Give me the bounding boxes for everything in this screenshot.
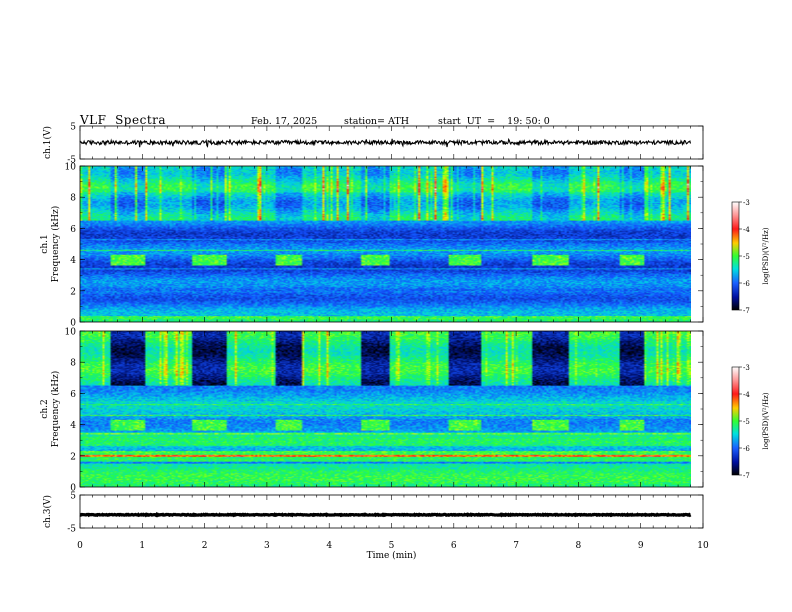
ytick-label: 8	[70, 194, 76, 204]
ytick-label: 6	[70, 390, 76, 400]
colorbar-tick-label: -4	[743, 391, 750, 399]
colorbar-tick-label: -4	[743, 226, 750, 234]
ytick-label: 5	[70, 123, 76, 133]
y-axis-label-channel: ch.2	[40, 399, 50, 418]
xtick-label: 5	[389, 541, 395, 551]
xtick-label: 7	[513, 541, 519, 551]
ytick-label: 8	[70, 359, 76, 369]
xtick-label: 2	[202, 541, 208, 551]
ytick-label: 5	[70, 492, 76, 502]
ytick-label: 6	[70, 225, 76, 235]
y-axis-label: ch.3(V)	[42, 495, 53, 528]
ch3-waveform-trace	[79, 511, 692, 518]
plot-panels	[79, 125, 742, 529]
ytick-label: 0	[70, 484, 76, 494]
x-axis-label: Time (min)	[367, 550, 417, 561]
ytick-label: 10	[65, 328, 77, 338]
colorbar-label: log(PSD)(V²/Hz)	[762, 392, 770, 449]
xtick-label: 9	[638, 541, 644, 551]
station-label: station= ATH	[344, 116, 409, 127]
colorbar-label: log(PSD)(V²/Hz)	[762, 227, 770, 284]
xtick-label: 0	[77, 541, 83, 551]
ytick-label: 10	[65, 163, 77, 173]
colorbar-tick-label: -5	[743, 253, 750, 261]
ytick-label: -5	[67, 156, 76, 166]
ytick-label: 2	[70, 452, 76, 462]
colorbar-tick-label: -5	[743, 418, 750, 426]
chart-title: VLF Spectra	[80, 113, 167, 127]
ch2-spectrogram-colorbar	[731, 366, 740, 476]
y-axis-label-frequency: Frequency (kHz)	[50, 206, 61, 283]
ch1-spectrogram-colorbar	[731, 201, 740, 311]
ytick-label: -5	[67, 525, 76, 535]
colorbar-tick-label: -6	[743, 445, 750, 453]
axis-labels: 5 -5 ch.1(V) -3 -4 -5 -6 -7 log(PSD)(V²/Hz) 0 2 4 6 8…	[40, 123, 770, 562]
ytick-label: 0	[70, 319, 76, 329]
colorbar-tick-label: -7	[743, 307, 750, 315]
ytick-label: 4	[70, 421, 76, 431]
colorbar-tick-label: -7	[743, 472, 750, 480]
xtick-label: 1	[139, 541, 145, 551]
y-axis-label-channel: ch.1	[40, 234, 50, 253]
xtick-label: 3	[264, 541, 270, 551]
ytick-label: 4	[70, 256, 76, 266]
start-time-label: start UT = 19: 50: 0	[438, 116, 550, 127]
date-label: Feb. 17, 2025	[251, 116, 318, 127]
ch2-spectrogram-image	[80, 331, 691, 487]
xtick-label: 6	[451, 541, 457, 551]
xtick-label: 8	[576, 541, 582, 551]
y-axis-label-frequency: Frequency (kHz)	[50, 371, 61, 448]
ytick-label: 2	[70, 287, 76, 297]
xtick-label: 10	[697, 541, 709, 551]
y-axis-label: ch.1(V)	[42, 126, 53, 159]
colorbar-tick-label: -3	[743, 364, 750, 372]
colorbar-tick-label: -6	[743, 280, 750, 288]
xtick-label: 4	[326, 541, 332, 551]
ch1-spectrogram-image	[80, 166, 691, 322]
ch1-waveform-trace	[79, 137, 692, 148]
colorbar-tick-label: -3	[743, 199, 750, 207]
